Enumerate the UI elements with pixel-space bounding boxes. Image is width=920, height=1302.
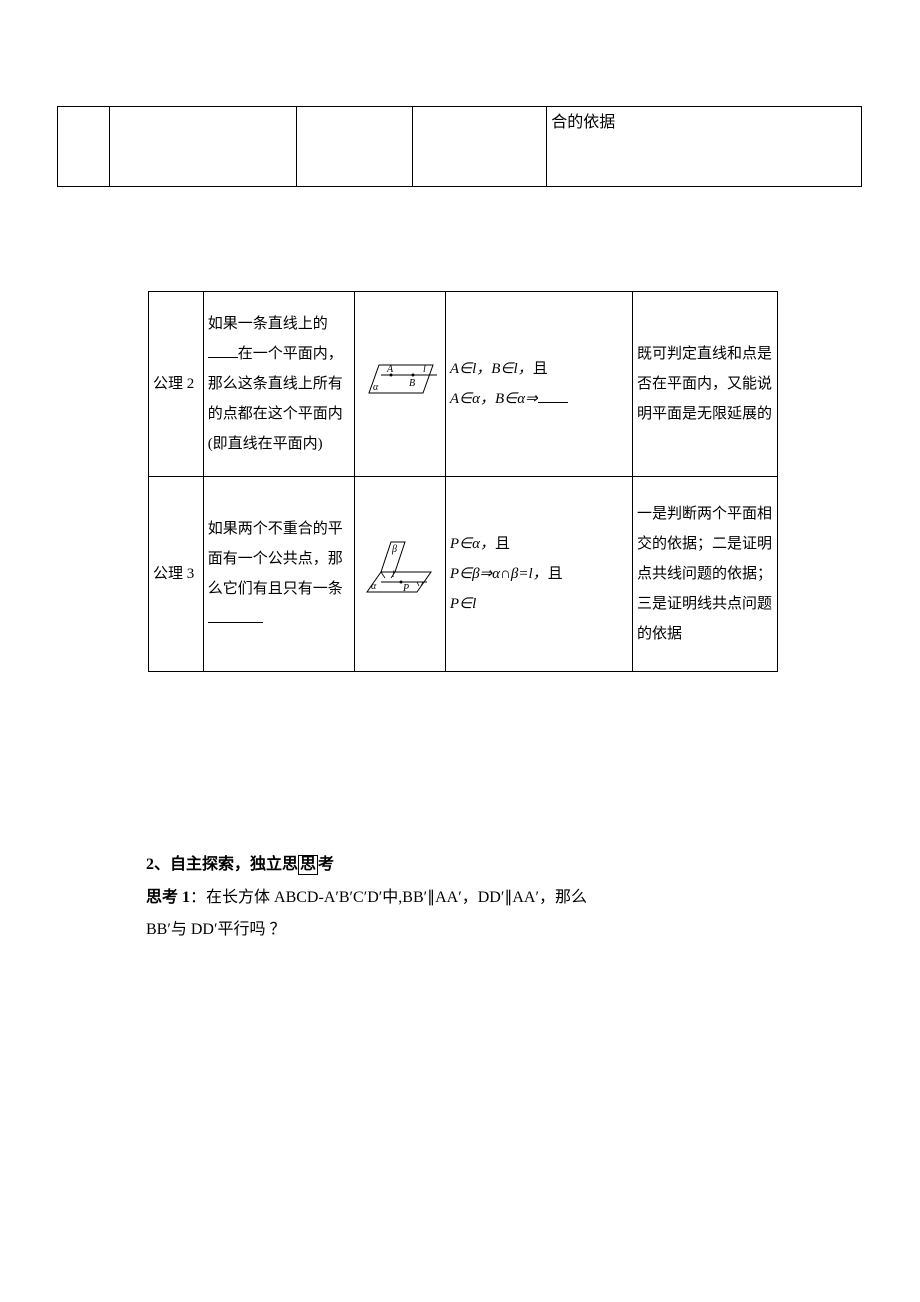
axiom2-diagram: A B l α [359,355,441,403]
axiom3-sym-and1: 且 [495,536,510,552]
table-row: 合的依据 [58,107,862,187]
blank-underline [208,343,238,358]
axiom3-content-cell: 如果两个不重合的平面有一个公共点，那么它们有且只有一条 [203,477,354,672]
table-row: 公理 2 如果一条直线上的在一个平面内，那么这条直线上所有的点都在这个平面内(即… [149,292,778,477]
heading-num: 2 [146,856,154,873]
fragment-cell-5: 合的依据 [547,107,862,187]
axiom3-sym-s2: P∈β⇒α∩β=l， [450,566,548,582]
axiom2-symbols-cell: A∈l，B∈l，且 A∈α，B∈α⇒ [445,292,632,477]
svg-text:β: β [391,544,397,555]
axiom3-label-cell: 公理 3 [149,477,204,672]
axiom3-symbols-cell: P∈α，且 P∈β⇒α∩β=l，且 P∈l [445,477,632,672]
fragment-cell-2 [110,107,296,187]
axiom2-sym-line1: A∈l，B∈l， [450,361,533,377]
think-line-1: 思考 1：在长方体 ABCD-A′B′C′D′中,BB′∥AA′，DD′∥AA′… [146,882,786,914]
axiom2-content-p1: 如果一条直线上的 [208,316,328,332]
axiom3-content-p1: 如果两个不重合的平面有一个公共点，那么它们有且只有一条 [208,521,343,597]
axiom2-content-cell: 如果一条直线上的在一个平面内，那么这条直线上所有的点都在这个平面内(即直线在平面… [203,292,354,477]
axiom2-app-cell: 既可判定直线和点是否在平面内，又能说明平面是无限延展的 [633,292,778,477]
think-colon: ： [190,889,206,906]
table-row: 公理 3 如果两个不重合的平面有一个公共点，那么它们有且只有一条 P l α β [149,477,778,672]
axiom2-diagram-cell: A B l α [354,292,445,477]
fragment-table-top: 合的依据 [57,106,862,187]
svg-text:A: A [386,364,394,375]
axiom3-sym-s3: P∈l [450,596,476,612]
svg-text:α: α [373,382,379,393]
heading-text-c: 考 [318,856,334,873]
blank-underline [208,608,263,623]
axiom3-sym-and2: 且 [548,566,563,582]
axiom-table: 公理 2 如果一条直线上的在一个平面内，那么这条直线上所有的点都在这个平面内(即… [148,291,778,672]
fragment-cell-1 [58,107,110,187]
think-body1: 在长方体 ABCD-A′B′C′D′中,BB′∥AA′，DD′∥AA′，那么 [206,889,587,906]
fragment-text: 合的依据 [551,114,615,131]
svg-text:α: α [371,581,377,592]
fragment-cell-3 [296,107,412,187]
heading-text-a: 自主探索，独立思 [170,856,298,873]
axiom2-sym-and: 且 [533,361,548,377]
blank-underline [538,388,568,403]
think-label: 思考 1 [146,889,190,906]
heading-sep: 、 [154,856,170,873]
axiom2-label: 公理 2 [153,376,194,392]
axiom3-diagram-cell: P l α β [354,477,445,672]
fragment-cell-4 [412,107,546,187]
svg-text:B: B [409,378,415,389]
axiom2-content-p2: 在一个平面内，那么这条直线上所有的点都在这个平面内(即直线在平面内) [208,346,343,452]
think-line-2: BB′与 DD′平行吗 ？ [146,914,285,946]
think-body2: BB′与 DD′平行吗 ？ [146,921,285,938]
axiom3-label: 公理 3 [153,566,194,582]
svg-text:l: l [423,364,426,375]
svg-text:P: P [402,583,409,594]
section-heading: 2、自主探索，独立思思考 [146,850,334,875]
axiom3-sym-s1: P∈α， [450,536,495,552]
axiom2-sym-line2: A∈α，B∈α⇒ [450,391,538,407]
axiom2-application: 既可判定直线和点是否在平面内，又能说明平面是无限延展的 [637,346,772,422]
axiom3-application: 一是判断两个平面相交的依据；二是证明点共线问题的依据；三是证明线共点问题的依据 [637,506,772,642]
axiom2-label-cell: 公理 2 [149,292,204,477]
axiom3-app-cell: 一是判断两个平面相交的依据；二是证明点共线问题的依据；三是证明线共点问题的依据 [633,477,778,672]
heading-text-boxed: 思 [298,855,318,875]
axiom3-diagram: P l α β [359,534,441,604]
